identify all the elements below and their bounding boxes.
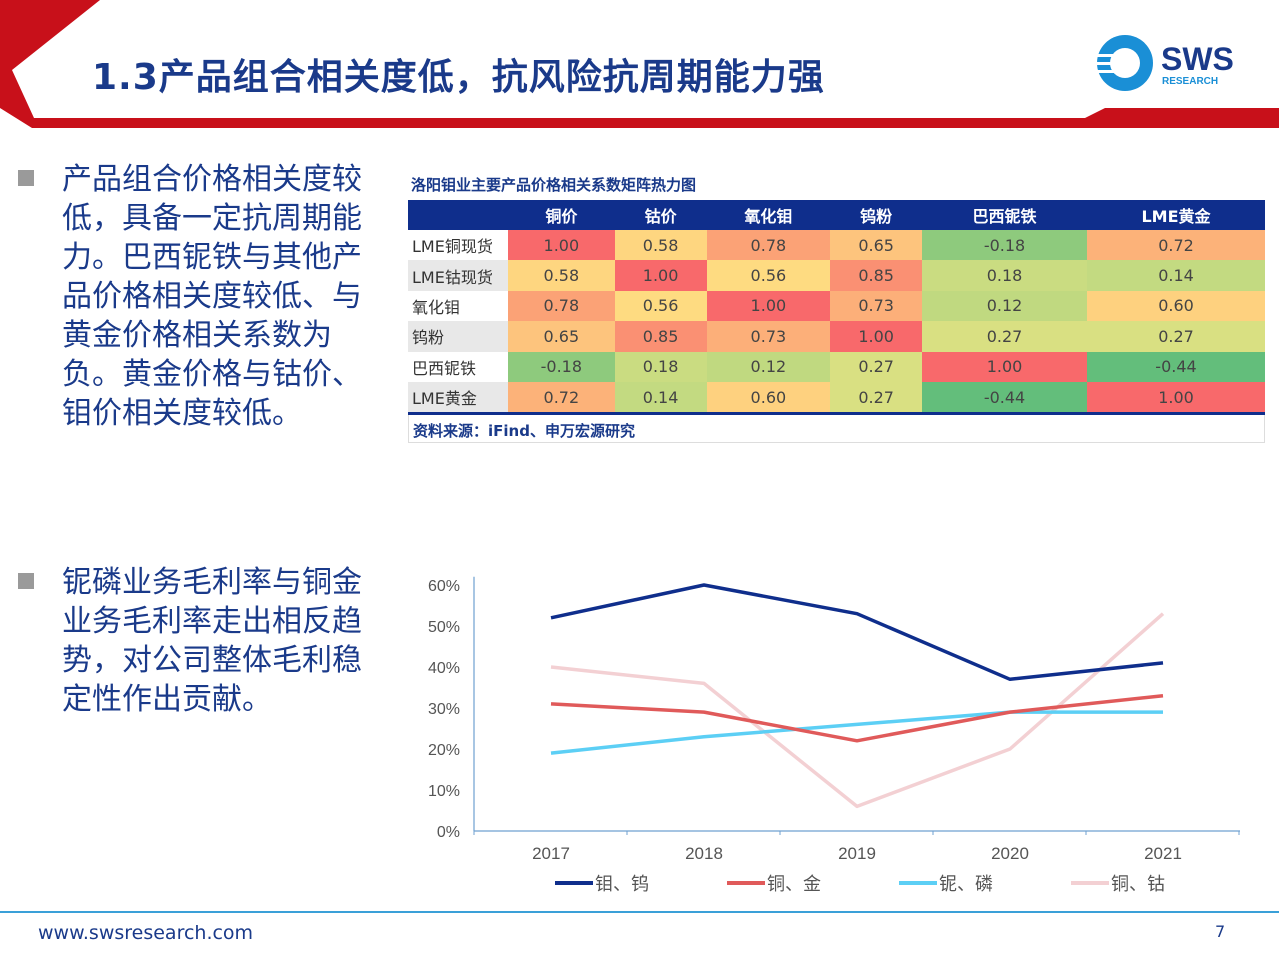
heatmap-row: LME铜现货 1.00 0.58 0.78 0.65 -0.18 0.72 <box>408 230 1265 261</box>
column-header: 铜价 <box>508 200 615 230</box>
legend-label: 铌、磷 <box>939 874 993 895</box>
heatmap-cell: -0.44 <box>922 381 1087 413</box>
heatmap-row: LME黄金 0.72 0.14 0.60 0.27 -0.44 1.00 <box>408 381 1265 413</box>
column-header: LME黄金 <box>1087 200 1265 230</box>
footer-divider <box>0 911 1279 913</box>
legend-label: 钼、钨 <box>595 874 649 895</box>
column-header: 钴价 <box>614 200 707 230</box>
heatmap-cell: 0.60 <box>1087 290 1265 322</box>
heatmap-cell: 0.18 <box>614 351 707 382</box>
heatmap-cell: 0.78 <box>706 230 831 261</box>
heatmap-cell: 0.58 <box>508 260 615 291</box>
heatmap-cell: 0.27 <box>922 321 1087 352</box>
heatmap-cell: -0.18 <box>508 351 615 382</box>
heatmap-cell: -0.18 <box>922 230 1087 261</box>
heatmap-cell: 1.00 <box>614 260 707 291</box>
heatmap-cell: 0.12 <box>706 351 831 382</box>
series-line-4 <box>550 612 1165 809</box>
heatmap-cell: 0.27 <box>1087 321 1265 352</box>
footer-url[interactable]: www.swsresearch.com <box>38 922 254 944</box>
y-tick-label: 0% <box>437 824 460 841</box>
x-tick-label: 2019 <box>838 844 876 863</box>
series-line-1 <box>550 583 1164 682</box>
row-label: LME钴现货 <box>408 260 508 291</box>
heatmap-cell: 1.00 <box>1087 381 1265 413</box>
heatmap-title: 洛阳钼业主要产品价格相关系数矩阵热力图 <box>411 176 697 194</box>
bullet-text: 产品组合价格相关度较低，具备一定抗周期能力。巴西铌铁与其他产品价格相关度较低、与… <box>62 162 362 431</box>
heatmap-cell: 0.27 <box>830 351 923 382</box>
heatmap-cell: 0.73 <box>706 321 831 352</box>
y-tick-label: 60% <box>428 578 460 595</box>
svg-text:RESEARCH: RESEARCH <box>1162 76 1218 87</box>
row-label: 巴西铌铁 <box>408 351 508 382</box>
heatmap-cell: 1.00 <box>830 321 923 352</box>
heatmap-bottom-rule <box>408 412 1265 415</box>
sws-logo: SWS RESEARCH <box>1095 35 1234 91</box>
row-label: 钨粉 <box>408 321 508 352</box>
series-line-2 <box>550 693 1164 743</box>
heatmap-cell: 0.85 <box>830 260 923 291</box>
heatmap-cell: 0.78 <box>508 290 615 322</box>
bullet-square-icon <box>18 170 34 186</box>
column-header: 巴西铌铁 <box>922 200 1087 230</box>
correlation-heatmap: 铜价 钴价 氧化钼 钨粉 巴西铌铁 LME黄金 LME铜现货 1.00 0.58 0.78 0.6… <box>408 200 1265 413</box>
legend-label: 铜、钴 <box>1111 874 1165 895</box>
heatmap-cell: 0.56 <box>614 290 707 322</box>
bullet-text: 铌磷业务毛利率与铜金业务毛利率走出相反趋势，对公司整体毛利稳定性作出贡献。 <box>62 565 362 717</box>
corner-cell <box>408 200 508 230</box>
heatmap-cell: 0.73 <box>830 290 923 322</box>
y-tick-label: 40% <box>428 660 460 677</box>
page-number: 7 <box>1215 922 1226 941</box>
heatmap-cell: 1.00 <box>922 351 1087 382</box>
y-tick-label: 30% <box>428 701 460 718</box>
x-tick-label: 2017 <box>532 844 570 863</box>
column-header: 钨粉 <box>830 200 923 230</box>
bullet-correlation: 产品组合价格相关度较低，具备一定抗周期能力。巴西铌铁与其他产品价格相关度较低、与… <box>18 160 388 433</box>
heatmap-cell: 0.56 <box>706 260 831 291</box>
heatmap-row: LME钴现货 0.58 1.00 0.56 0.85 0.18 0.14 <box>408 260 1265 291</box>
heatmap-cell: 1.00 <box>508 230 615 261</box>
x-tick-label: 2020 <box>991 844 1029 863</box>
row-label: LME黄金 <box>408 381 508 413</box>
heatmap-cell: 0.12 <box>922 290 1087 322</box>
series-line-3 <box>550 710 1163 755</box>
source-note: 资料来源：iFind、申万宏源研究 <box>408 415 1265 443</box>
bullet-square-icon <box>18 573 34 589</box>
heatmap-cell: 0.72 <box>1087 230 1265 261</box>
x-tick-label: 2021 <box>1144 844 1182 863</box>
heatmap-row: 巴西铌铁 -0.18 0.18 0.12 0.27 1.00 -0.44 <box>408 351 1265 382</box>
heatmap-cell: 0.60 <box>706 381 831 413</box>
svg-text:SWS: SWS <box>1161 41 1234 77</box>
heatmap-row: 氧化钼 0.78 0.56 1.00 0.73 0.12 0.60 <box>408 290 1265 322</box>
legend-label: 铜、金 <box>767 874 821 895</box>
margin-line-chart: 0% 10% 20% 30% 40% 50% 60% 2017 2018 2019 2020 2021… <box>428 576 1240 895</box>
heatmap-cell: 0.58 <box>614 230 707 261</box>
row-label: LME铜现货 <box>408 230 508 261</box>
y-tick-label: 10% <box>428 783 460 800</box>
heatmap-cell: 0.14 <box>614 381 707 413</box>
heatmap-cell: 1.00 <box>706 290 831 322</box>
heatmap-cell: 0.65 <box>508 321 615 352</box>
row-label: 氧化钼 <box>408 290 508 322</box>
heatmap-cell: -0.44 <box>1087 351 1265 382</box>
y-tick-label: 50% <box>428 619 460 636</box>
heatmap-cell: 0.85 <box>614 321 707 352</box>
heatmap-row: 钨粉 0.65 0.85 0.73 1.00 0.27 0.27 <box>408 321 1265 352</box>
heatmap-cell: 0.14 <box>1087 260 1265 291</box>
heatmap-cell: 0.18 <box>922 260 1087 291</box>
heatmap-cell: 0.72 <box>508 381 615 413</box>
page-title: 1.3产品组合相关度低，抗风险抗周期能力强 <box>92 57 825 98</box>
bullet-margin: 铌磷业务毛利率与铜金业务毛利率走出相反趋势，对公司整体毛利稳定性作出贡献。 <box>18 563 388 719</box>
x-tick-label: 2018 <box>685 844 723 863</box>
y-tick-label: 20% <box>428 742 460 759</box>
heatmap-cell: 0.65 <box>830 230 923 261</box>
heatmap-cell: 0.27 <box>830 381 923 413</box>
column-header: 氧化钼 <box>706 200 831 230</box>
header-frame <box>0 0 1279 128</box>
